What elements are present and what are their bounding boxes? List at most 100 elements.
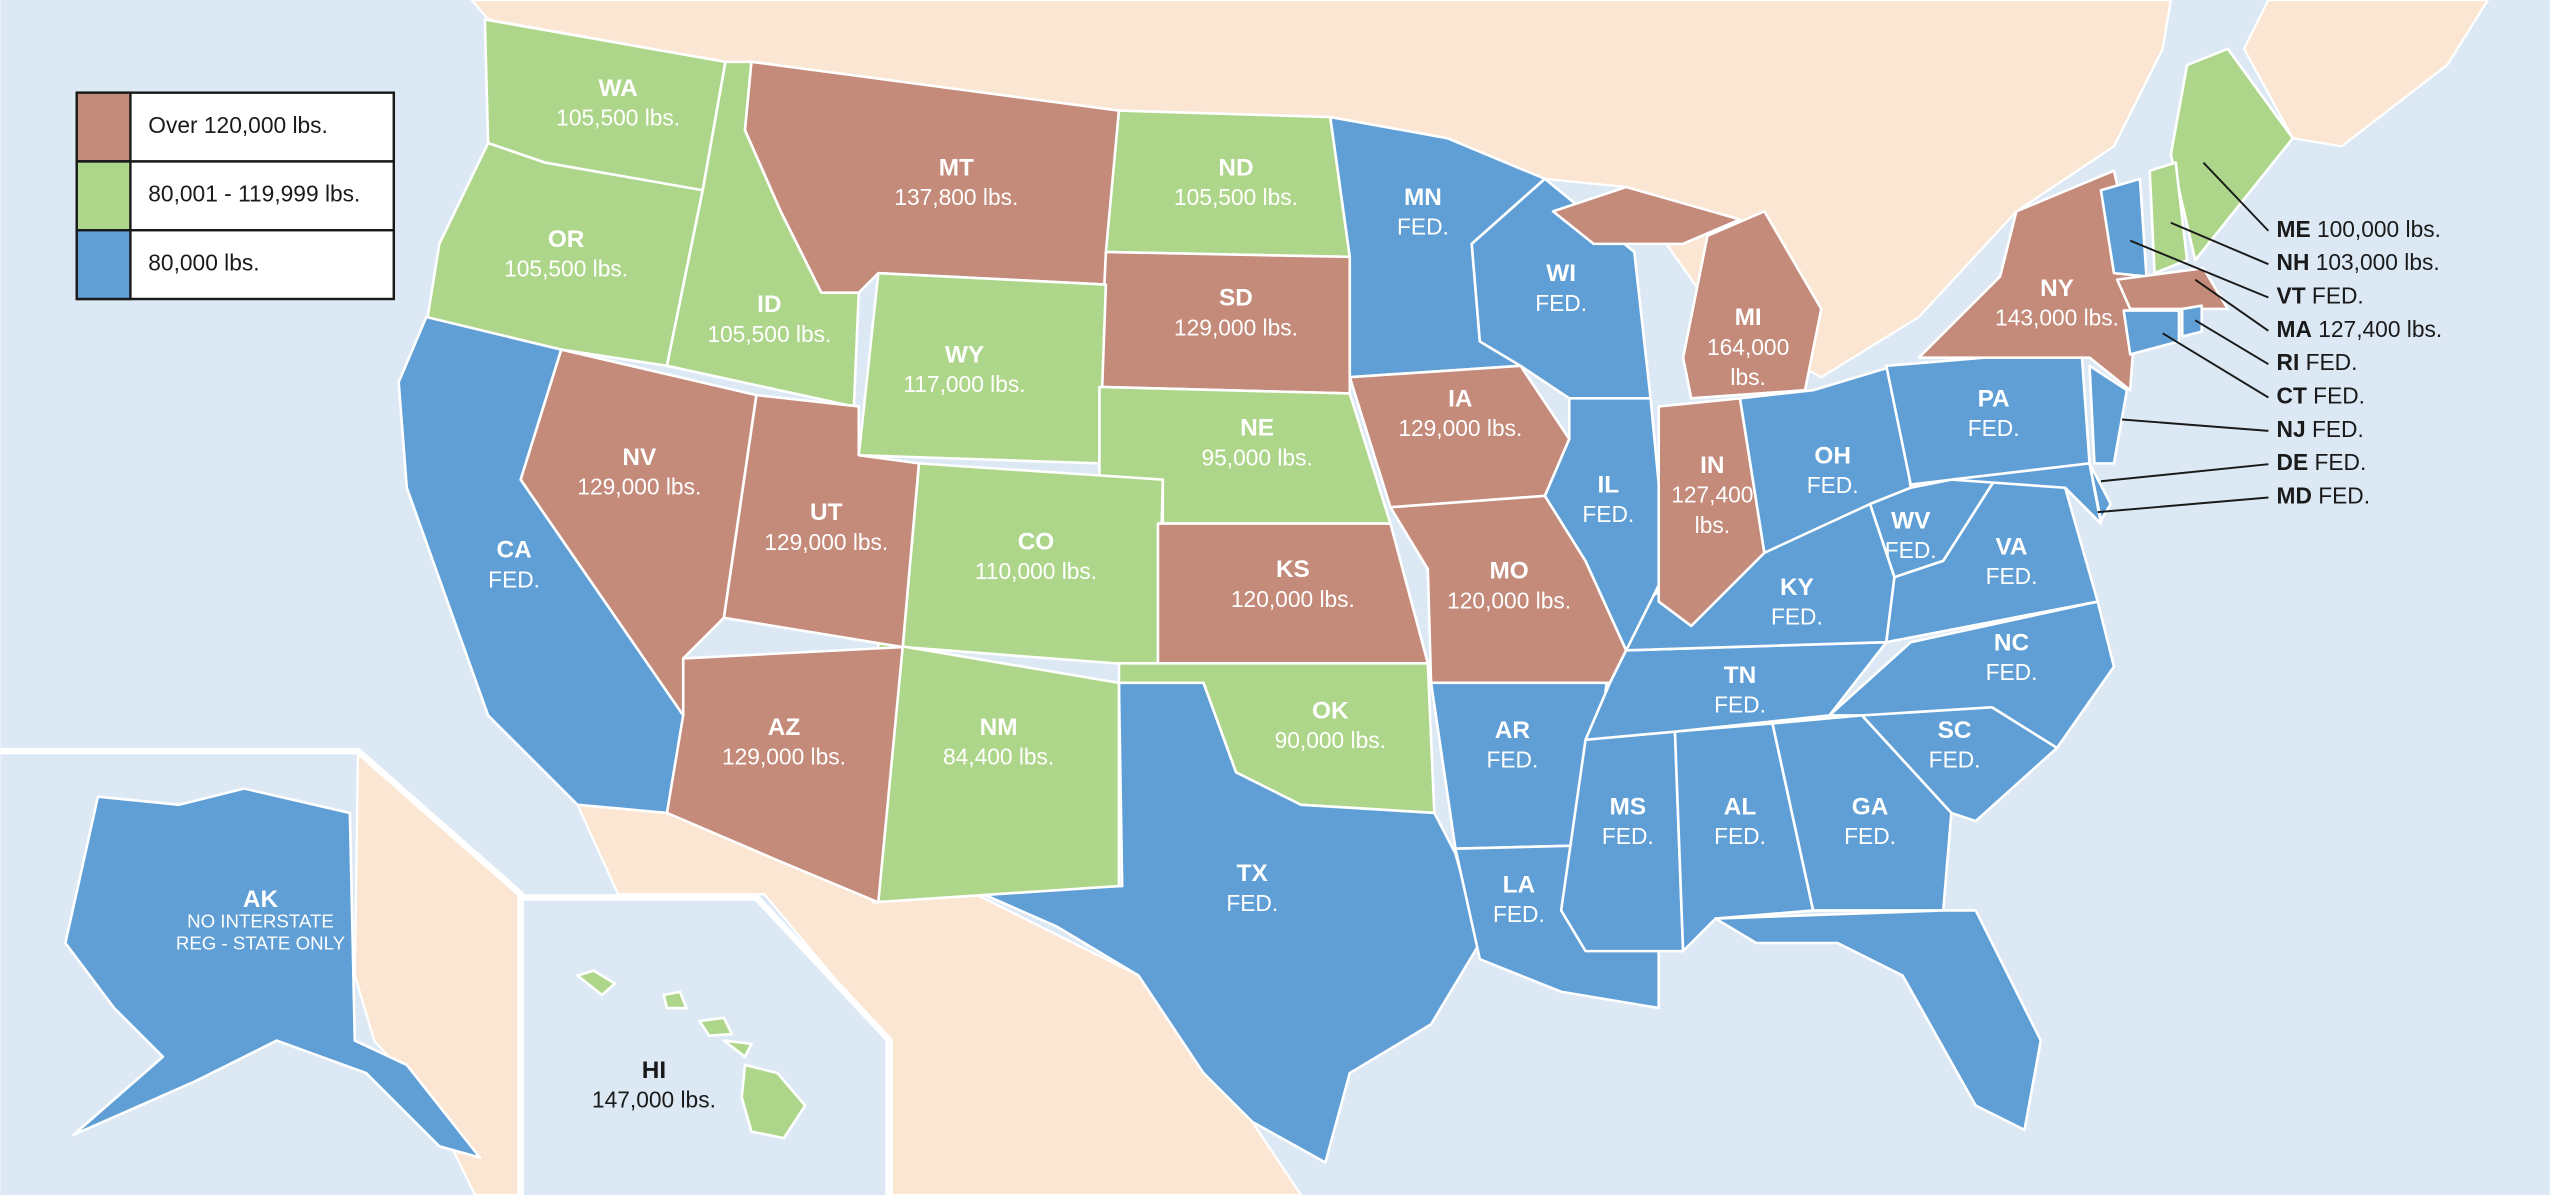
state-limit: FED. <box>1535 290 1587 316</box>
callout-abbr: MD <box>2277 483 2312 509</box>
callout-line <box>2100 463 2269 483</box>
callout-label: MA 127,400 lbs. <box>2277 316 2443 342</box>
state-abbr: NE <box>1240 415 1274 442</box>
state-abbr: UT <box>810 499 843 526</box>
callout-line <box>2162 332 2269 399</box>
state-shape <box>2169 47 2295 262</box>
callout-limit: FED. <box>2318 483 2370 509</box>
state-limit: FED. <box>1968 415 2020 441</box>
state-limit: FED. <box>1493 901 1545 927</box>
state-limit: 129,000 lbs. <box>1174 314 1298 340</box>
state-limit: 105,500 lbs. <box>707 321 831 347</box>
state-shape <box>872 640 1121 904</box>
callout-limit: FED. <box>2306 349 2358 375</box>
callout-abbr: MA <box>2277 316 2312 342</box>
state-shape <box>2180 304 2204 338</box>
callout-label: ME 100,000 lbs. <box>2277 216 2441 242</box>
state-abbr: WY <box>945 341 984 368</box>
state-limit: FED. <box>1885 537 1937 563</box>
state-abbr: AL <box>1724 793 1757 820</box>
state-limit: FED. <box>1486 747 1538 773</box>
state-limit: FED. <box>1986 563 2038 589</box>
callout-limit: FED. <box>2312 283 2364 309</box>
callout-line <box>2121 418 2269 432</box>
state-limit: 129,000 lbs. <box>577 474 701 500</box>
state-limit: 164,000 <box>1707 334 1789 360</box>
callout-line <box>2097 496 2269 514</box>
state-shape <box>1673 722 1815 953</box>
callout-abbr: ME <box>2277 216 2311 242</box>
callout-line <box>2129 239 2269 299</box>
state-limit: 120,000 lbs. <box>1447 587 1571 613</box>
callout-limit: FED. <box>2312 416 2364 442</box>
state-limit: 129,000 lbs. <box>1398 415 1522 441</box>
state-abbr: WV <box>1891 507 1931 534</box>
state-limit: FED. <box>1397 213 1449 239</box>
state-limit: 117,000 lbs. <box>903 371 1025 397</box>
legend-swatch <box>75 229 132 301</box>
state-shape <box>397 315 685 815</box>
callout-abbr: CT <box>2277 383 2307 409</box>
state-abbr: MS <box>1610 793 1647 820</box>
legend-swatch <box>75 160 132 232</box>
callout-limit: 127,400 lbs. <box>2318 316 2442 342</box>
callout-abbr: DE <box>2277 449 2309 475</box>
state-abbr: PA <box>1978 385 2010 412</box>
state-abbr: TX <box>1237 860 1269 887</box>
state-shape <box>2115 266 2230 311</box>
callout-line <box>2170 221 2269 266</box>
state-abbr: NC <box>1994 629 2029 656</box>
callout-abbr: NH <box>2277 249 2310 275</box>
states <box>64 18 2295 1164</box>
state-shape <box>1828 600 2116 750</box>
callout-label: NJ FED. <box>2277 416 2364 442</box>
state-abbr: TN <box>1724 662 1756 689</box>
callout-label: DE FED. <box>2277 449 2367 475</box>
state-abbr: KS <box>1276 556 1310 583</box>
callout-limit: 100,000 lbs. <box>2317 216 2441 242</box>
state-abbr: WI <box>1546 260 1576 287</box>
state-limit: FED. <box>1929 747 1981 773</box>
state-abbr: MT <box>939 155 974 182</box>
state-abbr: AR <box>1495 717 1531 744</box>
state-fl <box>1714 909 2043 1132</box>
callout-limit: FED. <box>2313 383 2365 409</box>
callout-line <box>2194 278 2269 332</box>
state-limit: 105,500 lbs. <box>556 105 680 131</box>
legend-swatch <box>75 91 132 163</box>
state-limit: 127,400 <box>1671 482 1753 508</box>
state-abbr: OK <box>1312 698 1349 725</box>
state-abbr: MI <box>1735 304 1762 331</box>
state-limit: FED. <box>1582 501 1634 527</box>
state-shape <box>2148 161 2189 275</box>
state-abbr: ID <box>757 291 781 318</box>
state-abbr: NV <box>622 444 657 471</box>
state-abbr: HI <box>642 1057 666 1084</box>
ak-inset-border <box>0 747 524 1195</box>
callout-label: MD FED. <box>2277 483 2371 509</box>
state-limit: 105,500 lbs. <box>1174 184 1298 210</box>
legend-label: 80,001 - 119,999 lbs. <box>148 181 360 207</box>
state-abbr: AK <box>243 886 279 913</box>
callout-line <box>2202 161 2270 232</box>
state-abbr: NY <box>2040 275 2074 302</box>
state-limit: 129,000 lbs. <box>722 743 846 769</box>
state-limit: lbs. <box>1695 512 1730 538</box>
state-abbr: OH <box>1814 442 1851 469</box>
callout-abbr: NJ <box>2277 416 2306 442</box>
state-labels: WA 105,500 lbs. OR 105,500 lbs. ID 105,500 lb… <box>176 75 2119 1113</box>
state-limit: lbs. <box>1730 364 1765 390</box>
state-abbr: KY <box>1780 574 1814 601</box>
state-abbr: MN <box>1404 184 1442 211</box>
state-limit: FED. <box>1807 472 1859 498</box>
state-limit: FED. <box>488 566 540 592</box>
state-limit: 110,000 lbs. <box>975 558 1097 584</box>
state-abbr: AZ <box>768 714 801 741</box>
state-limit: 95,000 lbs. <box>1201 444 1312 470</box>
state-shape <box>1950 462 2103 525</box>
state-abbr: IA <box>1448 385 1472 412</box>
state-abbr: IN <box>1700 452 1724 479</box>
state-limit: 137,800 lbs. <box>894 184 1018 210</box>
state-abbr: WA <box>599 75 638 102</box>
